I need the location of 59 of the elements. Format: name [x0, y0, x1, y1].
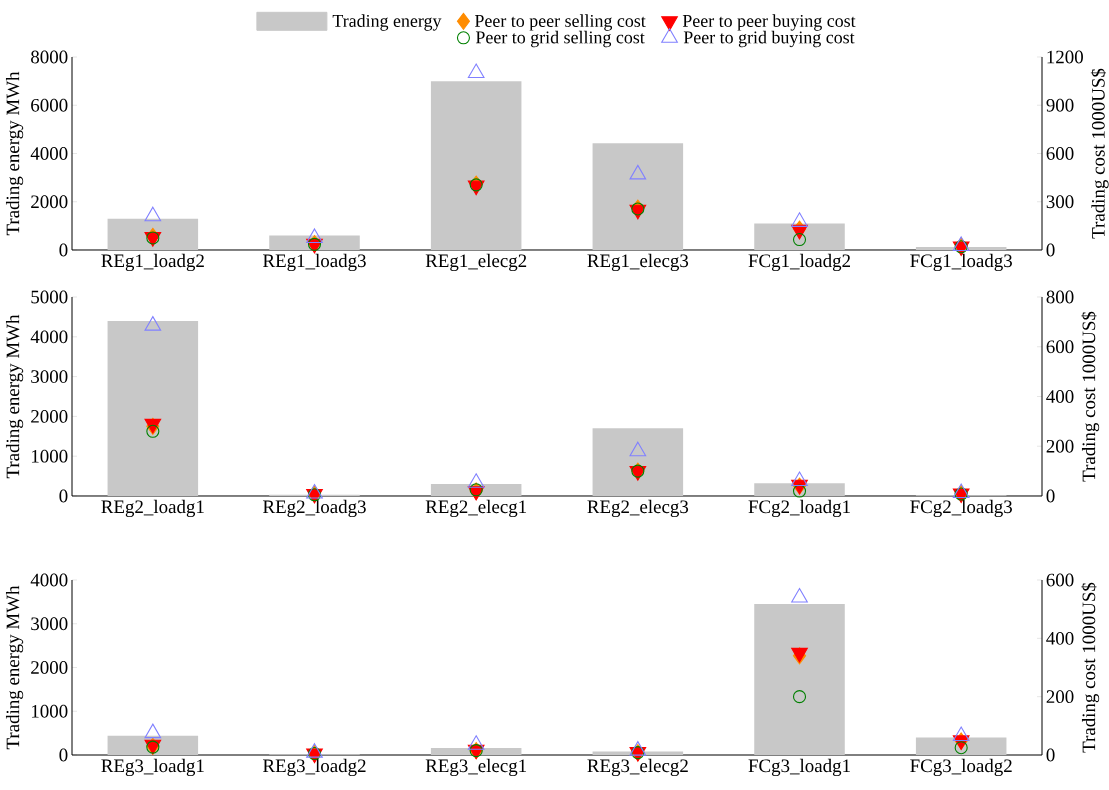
y-tick-label: 2000 [31, 195, 68, 209]
y2-tick-label: 0 [1046, 243, 1055, 257]
legend-label: Peer to peer buying cost [682, 14, 856, 31]
y2-tick-label: 200 [1046, 690, 1074, 704]
x-tick-label: REg3_loadg1 [101, 758, 204, 777]
x-tick-label: FCg2_loadg1 [748, 499, 850, 518]
y-tick-label: 1000 [31, 449, 68, 463]
x-tick-label: FCg3_loadg2 [910, 758, 1012, 777]
y-tick-label: 2000 [31, 410, 68, 423]
y2-axis-title: Trading cost 1000US$ [1081, 311, 1100, 482]
y2-tick-label: 600 [1046, 147, 1074, 160]
y-tick-label: 0 [59, 748, 68, 762]
legend-label: Trading energy [332, 14, 442, 31]
legend-label: Peer to grid buying cost [683, 30, 855, 48]
y2-tick-label: 600 [1046, 340, 1074, 354]
y-tick-label: 6000 [31, 98, 68, 112]
x-tick-label: REg2_loadg1 [101, 499, 204, 518]
x-tick-label: REg1_elecg3 [587, 253, 689, 272]
y2-tick-label: 600 [1046, 573, 1074, 587]
x-tick-label: FCg1_loadg2 [748, 253, 850, 272]
x-tick-label: REg3_elecg2 [587, 758, 688, 777]
y-axis-title: Trading energy MWh [5, 314, 24, 479]
y-tick-label: 8000 [31, 50, 68, 64]
x-tick-label: REg2_elecg3 [587, 499, 689, 518]
y2-tick-label: 0 [1046, 489, 1055, 503]
y-axis-title: Trading energy MWh [5, 585, 24, 750]
x-tick-label: REg1_loadg3 [263, 253, 366, 272]
y-tick-label: 3000 [31, 617, 68, 631]
y2-tick-label: 400 [1046, 390, 1074, 403]
x-tick-label: FCg2_loadg3 [910, 499, 1012, 518]
x-tick-label: REg2_loadg3 [263, 499, 366, 518]
legend-label: Peer to peer selling cost [474, 14, 646, 31]
x-tick-label: FCg3_loadg1 [748, 758, 850, 777]
y-tick-label: 1000 [31, 704, 68, 718]
y-tick-label: 4000 [30, 147, 68, 160]
x-tick-label: REg1_elecg2 [425, 253, 527, 272]
y2-tick-label: 800 [1046, 290, 1074, 304]
y-tick-label: 4000 [30, 330, 68, 344]
y2-tick-label: 1200 [1047, 50, 1083, 64]
x-tick-label: REg2_elecg1 [425, 499, 527, 518]
legend-label: Peer to grid selling cost [475, 30, 645, 48]
x-tick-label: REg3_loadg2 [263, 758, 366, 777]
y2-axis-title: Trading cost 1000US$ [1081, 582, 1100, 753]
x-tick-label: REg1_loadg2 [101, 253, 204, 272]
y2-tick-label: 0 [1046, 748, 1055, 762]
x-tick-label: FCg1_loadg3 [910, 253, 1012, 272]
y2-tick-label: 400 [1046, 631, 1074, 645]
y-axis-title: Trading energy MWh [5, 71, 24, 236]
y-tick-label: 0 [59, 243, 68, 257]
x-tick-label: REg3_elecg1 [425, 758, 527, 777]
y-tick-label: 4000 [30, 573, 68, 587]
y2-tick-label: 300 [1046, 195, 1074, 209]
y2-tick-label: 900 [1046, 98, 1074, 112]
y-tick-label: 2000 [31, 661, 68, 674]
y2-axis-title: Trading cost 1000US$ [1090, 68, 1109, 239]
y-tick-label: 3000 [31, 370, 68, 383]
y2-tick-label: 200 [1046, 439, 1074, 453]
y-tick-label: 0 [59, 489, 68, 503]
y-tick-label: 5000 [31, 290, 68, 304]
